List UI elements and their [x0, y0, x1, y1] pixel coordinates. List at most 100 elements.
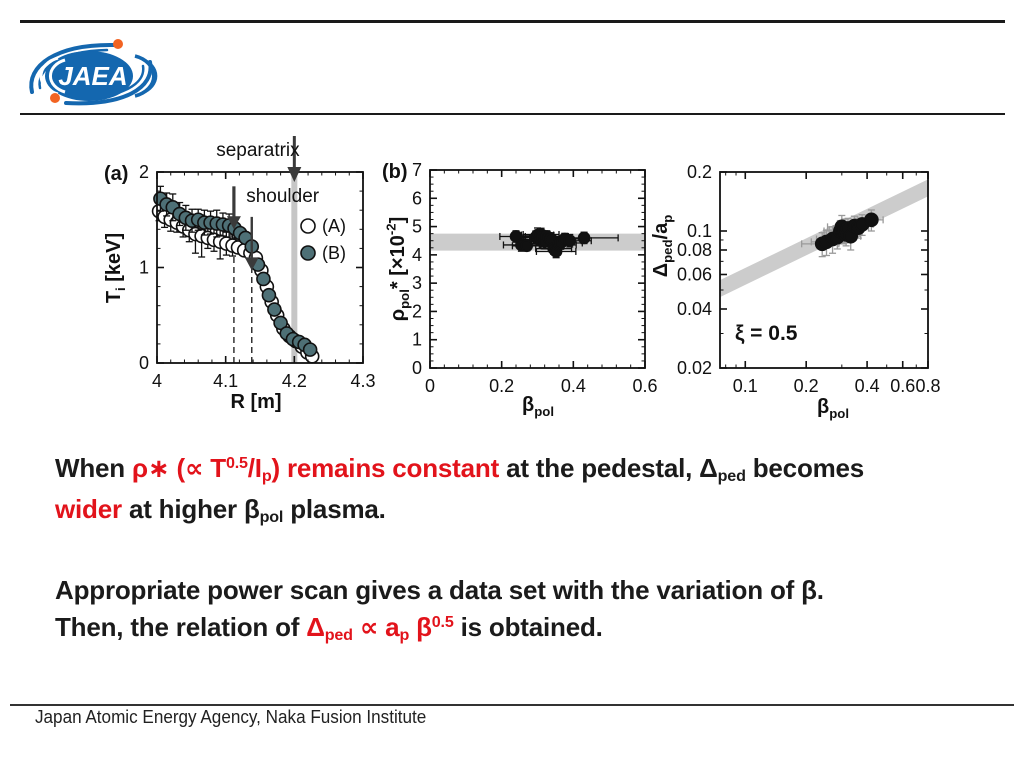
label-segment: T: [103, 291, 125, 303]
axes-frame: [429, 169, 646, 369]
label-segment: 4.2: [282, 371, 307, 391]
axis-ticks: [156, 171, 364, 364]
x-tick-label: 4: [152, 371, 162, 391]
legend-label: (A): [322, 216, 346, 236]
y-axis-label: Ti [keV]: [103, 233, 128, 303]
label-segment: 3: [412, 273, 422, 293]
y-tick-label: 7: [412, 160, 422, 180]
x-tick-label: 0.1: [733, 376, 758, 396]
text-segment: at higher β: [121, 494, 260, 524]
label-segment: /a: [650, 222, 672, 240]
text-segment: p: [399, 626, 410, 645]
label-segment: pol: [534, 404, 554, 419]
shoulder-arrow-head: [226, 216, 241, 230]
x-tick-label: 0.6: [890, 376, 915, 396]
x-axis-label: βpol: [522, 394, 554, 419]
label-segment: 4: [152, 371, 162, 391]
label-segment: 6: [412, 188, 422, 208]
separatrix-band: [291, 172, 298, 363]
label-segment: 5: [412, 217, 422, 237]
label-segment: 2: [139, 162, 149, 182]
label-segment: 0.6: [890, 376, 915, 396]
text-segment: Then, the relation of: [55, 612, 307, 642]
y-axis-label: Δped/ap: [650, 215, 675, 278]
legend-marker: [300, 245, 316, 261]
text-segment: Δ: [699, 453, 718, 483]
text-segment: ∝ a: [352, 612, 400, 642]
text-segment: ped: [717, 467, 746, 486]
statement-line: Appropriate power scan gives a data set …: [55, 572, 985, 609]
statement-1: When ρ∗ (∝ T0.5/Ip) remains constant at …: [55, 450, 985, 532]
text-segment: wider: [55, 494, 122, 524]
x-tick-label: 4.2: [282, 371, 307, 391]
text-segment: is obtained.: [453, 612, 603, 642]
data-point: [267, 302, 282, 317]
data-point: [273, 315, 288, 331]
label-segment: β: [817, 396, 829, 418]
y-tick-label: 0: [412, 358, 422, 378]
x-tick-label: 0.2: [489, 376, 514, 396]
label-segment: 0.1: [687, 221, 712, 241]
data-point: [302, 342, 318, 357]
shoulder-arrow-head: [244, 257, 259, 271]
data-point: [864, 212, 879, 228]
statement-line: wider at higher βpol plasma.: [55, 491, 985, 532]
y-tick-label: 6: [412, 188, 422, 208]
xi-annotation: ξ = 0.5: [735, 322, 798, 345]
x-tick-label: 4.1: [213, 371, 238, 391]
label-segment: 0.06: [677, 264, 712, 284]
label-segment: i: [113, 287, 128, 291]
label-segment: -2: [384, 223, 399, 235]
label-segment: shoulder: [246, 186, 320, 207]
label-segment: ξ = 0.5: [735, 322, 798, 345]
y-tick-label: 5: [412, 217, 422, 237]
data-point: [520, 239, 534, 253]
y-tick-label: 2: [139, 162, 149, 182]
logo-text: JAEA: [58, 61, 127, 91]
x-tick-label: 0.6: [632, 376, 657, 396]
text-segment: p: [261, 467, 272, 486]
y-tick-label: 0: [139, 353, 149, 373]
label-segment: p: [660, 215, 675, 223]
y-tick-label: 1: [139, 258, 149, 278]
y-tick-label: 0.1: [687, 221, 712, 241]
label-segment: 0.2: [489, 376, 514, 396]
logo-left-arc1: [39, 56, 59, 96]
label-segment: 0.04: [677, 299, 712, 319]
data-points: [814, 212, 879, 252]
text-segment: 0.5: [225, 454, 248, 473]
label-segment: 1: [412, 330, 422, 350]
legend: (A) (B): [300, 216, 346, 263]
y-tick-label: 0.02: [677, 358, 712, 378]
logo-orange-dot-bottom: [50, 93, 60, 103]
footer-rule: [10, 704, 1014, 706]
label-segment: (b): [382, 161, 408, 183]
label-segment: 0.4: [855, 376, 880, 396]
y-tick-label: 1: [412, 330, 422, 350]
data-point: [563, 234, 577, 248]
data-points: [509, 228, 591, 258]
y-tick-label: 2: [412, 301, 422, 321]
label-segment: ]: [387, 217, 409, 224]
logo-ellipse: [45, 51, 133, 101]
label-segment: 0.8: [915, 376, 940, 396]
x-tick-label: 0.4: [561, 376, 586, 396]
text-segment: ped: [324, 626, 353, 645]
logo-swoosh-bottom: [64, 60, 153, 106]
separatrix-arrow-head: [287, 167, 302, 182]
label-segment: 0: [412, 358, 422, 378]
label-segment: 0.6: [632, 376, 657, 396]
panel-label: (b): [382, 161, 408, 183]
label-segment: 0.02: [677, 358, 712, 378]
y-tick-label: 0.04: [677, 299, 712, 319]
data-point: [256, 271, 271, 287]
label-segment: [keV]: [103, 233, 125, 287]
text-segment: Appropriate power scan gives a data set …: [55, 575, 824, 605]
label-segment: separatrix: [216, 140, 300, 161]
statement-2: Appropriate power scan gives a data set …: [55, 572, 985, 650]
label-segment: 0.08: [677, 240, 712, 260]
text-segment: ) remains constant: [271, 453, 500, 483]
error-bars: [156, 185, 239, 240]
